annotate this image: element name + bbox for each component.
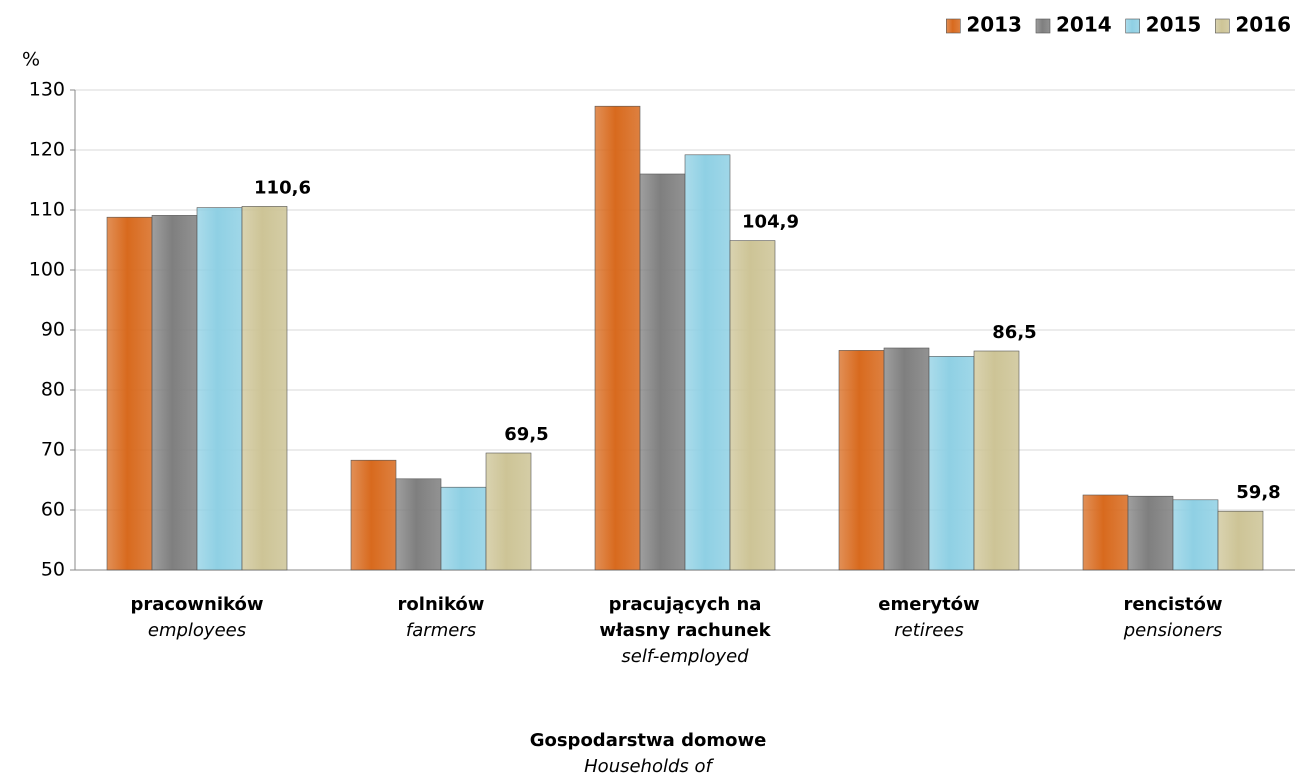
value-label: 110,6 <box>254 177 311 198</box>
legend-label: 2015 <box>1146 13 1202 37</box>
bar <box>1172 499 1219 571</box>
value-label: 69,5 <box>504 424 548 445</box>
category-label-en: employees <box>147 620 247 641</box>
y-tick-label: 60 <box>41 499 65 521</box>
bar <box>729 240 776 571</box>
y-tick-label: 130 <box>29 79 65 101</box>
legend-label: 2016 <box>1235 13 1291 37</box>
bar <box>639 173 686 571</box>
y-tick-label: 120 <box>29 139 65 161</box>
bar <box>883 347 930 571</box>
bar <box>106 216 153 571</box>
category-label: rolników farmers <box>341 592 541 644</box>
legend-swatch <box>1125 18 1140 34</box>
category-label-pl: pracujących na własny rachunek <box>599 594 771 641</box>
y-tick-label: 80 <box>41 379 65 401</box>
category-label-en: farmers <box>405 620 477 641</box>
legend-swatch <box>1035 18 1051 34</box>
category-label-pl: rolników <box>397 594 485 615</box>
y-tick-label: 110 <box>29 199 65 221</box>
bar <box>1217 510 1264 571</box>
x-axis-subtitle: Households of <box>584 756 712 776</box>
category-label-en: self-employed <box>621 646 749 667</box>
category-label: pracujących na własny rachunek self-emplo… <box>585 592 785 670</box>
category-label-pl: emerytów <box>878 594 980 615</box>
bar <box>973 350 1020 571</box>
category-label: pracowników employees <box>97 592 297 644</box>
legend-label: 2014 <box>1056 13 1112 37</box>
y-unit: % <box>22 49 40 71</box>
bar <box>838 350 885 571</box>
x-axis-title: Gospodarstwa domowe <box>529 730 767 751</box>
bar <box>928 356 975 571</box>
value-label: 104,9 <box>742 212 799 233</box>
y-tick-label: 70 <box>41 439 65 461</box>
category-label: emerytów retirees <box>829 592 1029 644</box>
bar <box>485 452 532 571</box>
bar <box>241 206 288 571</box>
category-label: rencistów pensioners <box>1073 592 1273 644</box>
bar <box>350 459 397 571</box>
value-label: 59,8 <box>1236 482 1280 503</box>
category-label-en: retirees <box>894 620 964 641</box>
category-label-pl: pracowników <box>130 594 264 615</box>
legend-swatch <box>1215 18 1230 34</box>
category-label-pl: rencistów <box>1123 594 1223 615</box>
legend-swatch <box>946 18 961 34</box>
bar <box>151 215 198 571</box>
bar <box>395 478 442 571</box>
legend-label: 2013 <box>966 13 1022 37</box>
bar <box>440 486 487 571</box>
y-tick-label: 100 <box>29 259 65 281</box>
y-tick-label: 90 <box>41 319 65 341</box>
bar <box>196 207 243 571</box>
bar <box>594 105 641 571</box>
value-label: 86,5 <box>992 322 1036 343</box>
category-label-en: pensioners <box>1123 620 1223 641</box>
bar <box>684 154 731 571</box>
bar <box>1082 494 1129 571</box>
y-tick-label: 50 <box>41 559 65 581</box>
bar <box>1127 495 1174 571</box>
